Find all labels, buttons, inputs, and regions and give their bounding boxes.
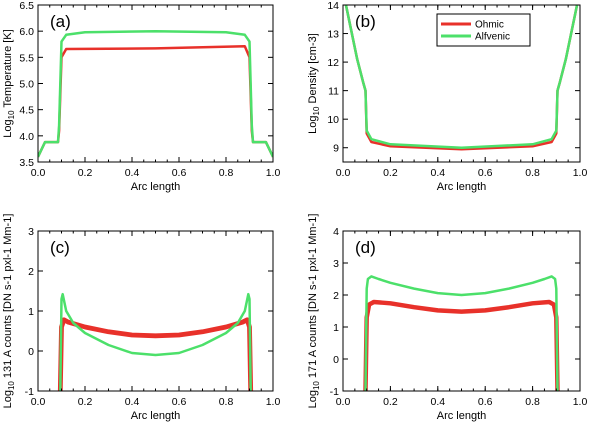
- x-axis-label: Arc length: [131, 181, 181, 193]
- series-group: [38, 29, 273, 158]
- y-tick-label: 5.5: [19, 52, 34, 64]
- x-tick-label: 0.2: [383, 396, 398, 408]
- x-tick-label: 0.8: [525, 167, 540, 179]
- x-tick-label: 0.4: [430, 167, 445, 179]
- y-tick-label: -1: [25, 386, 34, 398]
- y-tick-label: 9: [333, 143, 339, 155]
- y-tick-label: 4.0: [19, 131, 34, 143]
- y-tick-label: 10: [327, 114, 339, 126]
- x-tick-label: 0.8: [219, 167, 234, 179]
- panel-label: (b): [355, 12, 376, 31]
- panel-label: (d): [355, 238, 376, 257]
- y-tick-label: 0: [333, 354, 339, 366]
- series-line-alfvenic: [344, 5, 579, 149]
- y-tick-label: 1: [333, 322, 339, 334]
- y-tick-label: 6.0: [19, 26, 34, 38]
- series-group: [57, 292, 254, 391]
- series-group: [344, 5, 579, 151]
- x-tick-label: 0.6: [172, 167, 187, 179]
- panel-2: 0.0 0.2 0.4 0.6 0.8 1.0 -1 0 1 2 3 Arc length Log10 …: [2, 214, 280, 422]
- x-tick-label: 0.8: [219, 396, 234, 408]
- x-axis-label: Arc length: [437, 410, 487, 422]
- y-tick-label: 4.5: [19, 105, 34, 117]
- x-tick-label: 0.6: [478, 396, 493, 408]
- legend-label-ohmic: Ohmic: [475, 20, 504, 31]
- legend-box: [436, 13, 531, 47]
- x-tick-label: 0.4: [125, 167, 140, 179]
- y-tick-label: 2: [333, 290, 339, 302]
- y-tick-label: 5.0: [19, 79, 34, 91]
- panel-0: 0.0 0.2 0.4 0.6 0.8 1.0 3.5 4.0 4.5 5.0 5.5 6.0 6.5 A…: [2, 0, 280, 193]
- series-line-ohmic: [363, 299, 560, 391]
- x-tick-label: 0.4: [430, 396, 445, 408]
- x-tick-label: 1.0: [266, 396, 281, 408]
- x-tick-label: 0.2: [78, 167, 93, 179]
- x-tick-label: 0.0: [336, 167, 351, 179]
- panel-label: (c): [50, 238, 70, 257]
- y-axis-label: Log10 131 A counts [DN s-1 pxl-1 Mm-1]: [2, 214, 16, 409]
- x-axis-label: Arc length: [437, 181, 487, 193]
- panel-3: 0.0 0.2 0.4 0.6 0.8 1.0 -1 0 1 2 3 4 Arc length Log10…: [307, 214, 587, 422]
- panel-label: (a): [50, 12, 71, 31]
- series-line-alfvenic: [38, 29, 273, 158]
- x-tick-label: 1.0: [573, 396, 588, 408]
- x-tick-label: 0.8: [525, 396, 540, 408]
- series-line-alfvenic: [59, 292, 252, 391]
- x-axis-label: Arc length: [131, 410, 181, 422]
- series-line-alfvenic: [364, 275, 559, 391]
- x-tick-label: 0.6: [172, 396, 187, 408]
- y-tick-label: 6.5: [19, 0, 34, 12]
- x-tick-label: 0.0: [31, 167, 46, 179]
- series-line-ohmic: [57, 317, 254, 391]
- y-axis-label: Log10 Density [cm-3]: [307, 33, 321, 134]
- y-tick-label: 3: [28, 226, 34, 238]
- series-group: [363, 275, 560, 391]
- y-tick-label: 12: [327, 57, 339, 69]
- x-tick-label: 0.6: [478, 167, 493, 179]
- y-tick-label: 0: [28, 346, 34, 358]
- y-axis-label: Log10 171 A counts [DN s-1 pxl-1 Mm-1]: [307, 214, 321, 409]
- x-tick-label: 1.0: [266, 167, 281, 179]
- y-tick-label: 14: [327, 0, 339, 12]
- y-tick-label: 13: [327, 29, 339, 41]
- x-tick-label: 0.0: [336, 396, 351, 408]
- x-tick-label: 0.2: [78, 396, 93, 408]
- y-tick-label: 4: [333, 226, 339, 238]
- series-line-ohmic: [38, 45, 273, 158]
- y-axis-label: Log10 Temperature [K]: [2, 29, 16, 137]
- y-tick-label: 3.5: [19, 157, 34, 169]
- y-tick-label: -1: [330, 386, 339, 398]
- x-tick-label: 1.0: [573, 167, 588, 179]
- y-tick-label: 1: [28, 306, 34, 318]
- y-tick-label: 3: [333, 258, 339, 270]
- y-tick-label: 2: [28, 266, 34, 278]
- plot-frame: [37, 230, 274, 392]
- x-tick-label: 0.4: [125, 396, 140, 408]
- x-tick-label: 0.0: [31, 396, 46, 408]
- plot-frame: [37, 4, 274, 163]
- panel-1: 0.0 0.2 0.4 0.6 0.8 1.0 9 10 11 12 13 14 Arc length L…: [307, 0, 587, 193]
- y-tick-label: 11: [328, 86, 339, 98]
- x-tick-label: 0.2: [383, 167, 398, 179]
- legend-label-alfvenic: Alfvenic: [475, 32, 510, 43]
